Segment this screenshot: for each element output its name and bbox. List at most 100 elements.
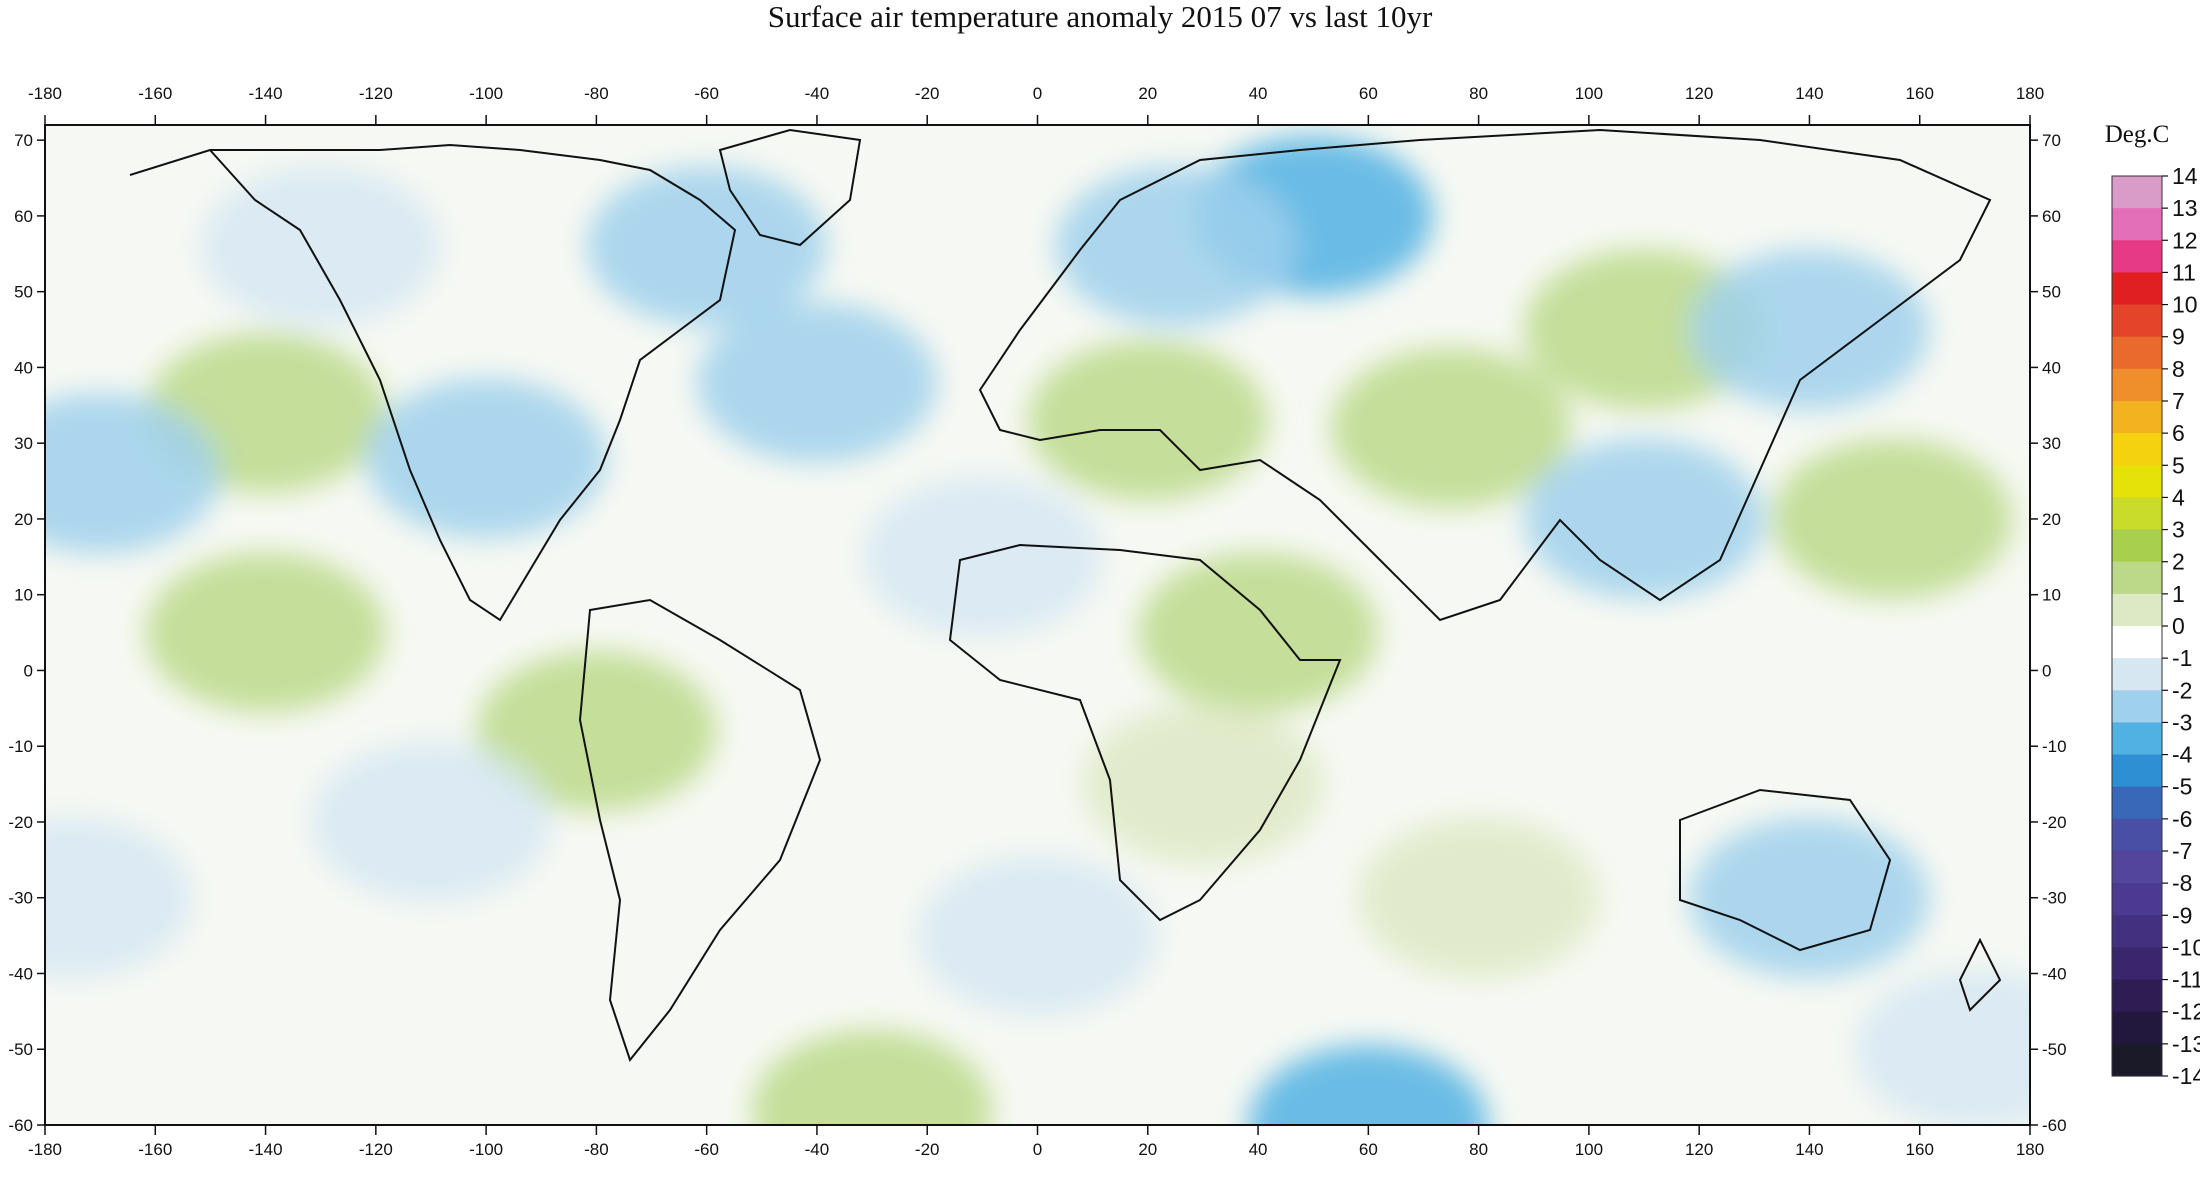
anomaly-blob [862, 476, 1103, 637]
colorbar-label: 5 [2172, 452, 2185, 478]
colorbar-swatch [2112, 368, 2162, 402]
lon-tick-label: -60 [694, 1140, 719, 1159]
colorbar-label: -11 [2172, 967, 2200, 993]
lon-tick-label: 160 [1906, 1140, 1934, 1159]
colorbar-label: -5 [2172, 774, 2192, 800]
lon-tick-label: -120 [359, 84, 393, 103]
colorbar-label: 4 [2172, 484, 2185, 510]
colorbar-swatch [2112, 626, 2162, 659]
anomaly-blob [1689, 249, 1930, 410]
lon-tick-label: 100 [1575, 84, 1603, 103]
colorbar-swatch [2112, 1011, 2162, 1045]
colorbar-label: 14 [2172, 163, 2198, 189]
colorbar-label: -7 [2172, 838, 2192, 864]
lat-tick-label: -50 [8, 1040, 33, 1059]
lon-tick-label: -100 [469, 84, 503, 103]
lat-tick-label: 10 [2042, 586, 2061, 605]
colorbar-swatch [2112, 208, 2162, 241]
colorbar-label: -14 [2172, 1063, 2200, 1089]
lat-tick-label: -20 [8, 813, 33, 832]
lat-tick-label: -30 [2042, 889, 2067, 908]
anomaly-blob [45, 817, 193, 978]
greenland-outline [718, 128, 862, 247]
lon-tick-label: -180 [28, 84, 62, 103]
colorbar-label: 11 [2172, 259, 2196, 285]
lon-tick-label: -120 [359, 1140, 393, 1159]
lon-tick-label: -180 [28, 1140, 62, 1159]
colorbar-swatch [2112, 722, 2162, 756]
colorbar-label: 6 [2172, 420, 2185, 446]
anomaly-field [45, 135, 2030, 1125]
colorbar-swatch [2112, 272, 2162, 306]
anomaly-blob [1854, 969, 2030, 1125]
lon-tick-label: -80 [584, 84, 609, 103]
colorbar-label: 3 [2172, 517, 2185, 543]
anomaly-blob [586, 166, 827, 327]
lon-tick-label: -40 [805, 84, 830, 103]
colorbar-swatch [2112, 947, 2162, 981]
lat-tick-label: 20 [2042, 510, 2061, 529]
colorbar-swatch [2112, 786, 2162, 820]
lat-tick-label: -40 [8, 964, 33, 983]
colorbar-swatch [2112, 336, 2162, 370]
lat-tick-label: -20 [2042, 813, 2067, 832]
lon-tick-label: 180 [2016, 84, 2044, 103]
colorbar-swatch [2112, 690, 2162, 724]
lon-tick-label: 140 [1795, 84, 1823, 103]
anomaly-blob [45, 393, 221, 554]
colorbar-label: 8 [2172, 356, 2185, 382]
lon-tick-label: 180 [2016, 1140, 2044, 1159]
colorbar-swatch [2112, 818, 2162, 852]
colorbar-swatch [2112, 304, 2162, 338]
lat-tick-label: 50 [14, 283, 33, 302]
colorbar-label: 12 [2172, 227, 2198, 253]
colorbar-label: -1 [2172, 645, 2192, 671]
lon-tick-label: 20 [1138, 1140, 1157, 1159]
colorbar-swatch [2112, 401, 2162, 434]
lat-tick-label: 40 [2042, 358, 2061, 377]
lon-tick-label: 120 [1685, 1140, 1713, 1159]
lat-tick-label: -50 [2042, 1040, 2067, 1059]
lon-tick-label: -20 [915, 84, 940, 103]
lon-tick-label: -140 [249, 1140, 283, 1159]
south-america-outline [578, 598, 822, 1063]
lat-tick-label: -30 [8, 889, 33, 908]
colorbar-label: 2 [2172, 549, 2185, 575]
lon-tick-label: 100 [1575, 1140, 1603, 1159]
colorbar-label: 9 [2172, 324, 2185, 350]
lon-tick-label: -40 [805, 1140, 830, 1159]
colorbar-swatch [2112, 433, 2162, 466]
colorbar-label: -2 [2172, 677, 2192, 703]
australia-outline [1679, 788, 1892, 952]
new-zealand-outline [1958, 937, 2002, 1012]
lat-tick-label: -10 [2042, 737, 2067, 756]
colorbar-label: -8 [2172, 870, 2192, 896]
lon-tick-label: -60 [694, 84, 719, 103]
colorbar-label: -9 [2172, 902, 2192, 928]
lon-tick-label: 160 [1906, 84, 1934, 103]
lon-tick-label: 0 [1033, 84, 1042, 103]
lat-tick-label: 0 [24, 661, 33, 680]
lat-tick-label: 60 [14, 207, 33, 226]
lon-tick-label: 140 [1795, 1140, 1823, 1159]
colorbar-label: 10 [2172, 292, 2198, 318]
lat-tick-label: -60 [2042, 1116, 2067, 1135]
europe-asia-outline [978, 128, 1992, 622]
lon-tick-label: 40 [1249, 84, 1268, 103]
colorbar-swatch [2112, 561, 2162, 595]
lon-tick-label: 80 [1469, 84, 1488, 103]
lat-tick-label: -40 [2042, 964, 2067, 983]
colorbar: Deg.C14131211109876543210-1-2-3-4-5-6-7-… [2105, 121, 2200, 1089]
lat-tick-label: -10 [8, 737, 33, 756]
lon-tick-label: -160 [138, 1140, 172, 1159]
anomaly-blob [1027, 340, 1268, 501]
coastlines [129, 128, 2002, 1063]
lat-tick-label: 0 [2042, 661, 2051, 680]
north-america-outline [129, 143, 737, 622]
africa-outline [948, 543, 1342, 922]
lat-tick-label: 10 [14, 586, 33, 605]
anomaly-blob [1689, 817, 1930, 978]
lon-tick-label: -100 [469, 1140, 503, 1159]
lat-tick-label: 50 [2042, 283, 2061, 302]
anomaly-blob [145, 552, 386, 713]
